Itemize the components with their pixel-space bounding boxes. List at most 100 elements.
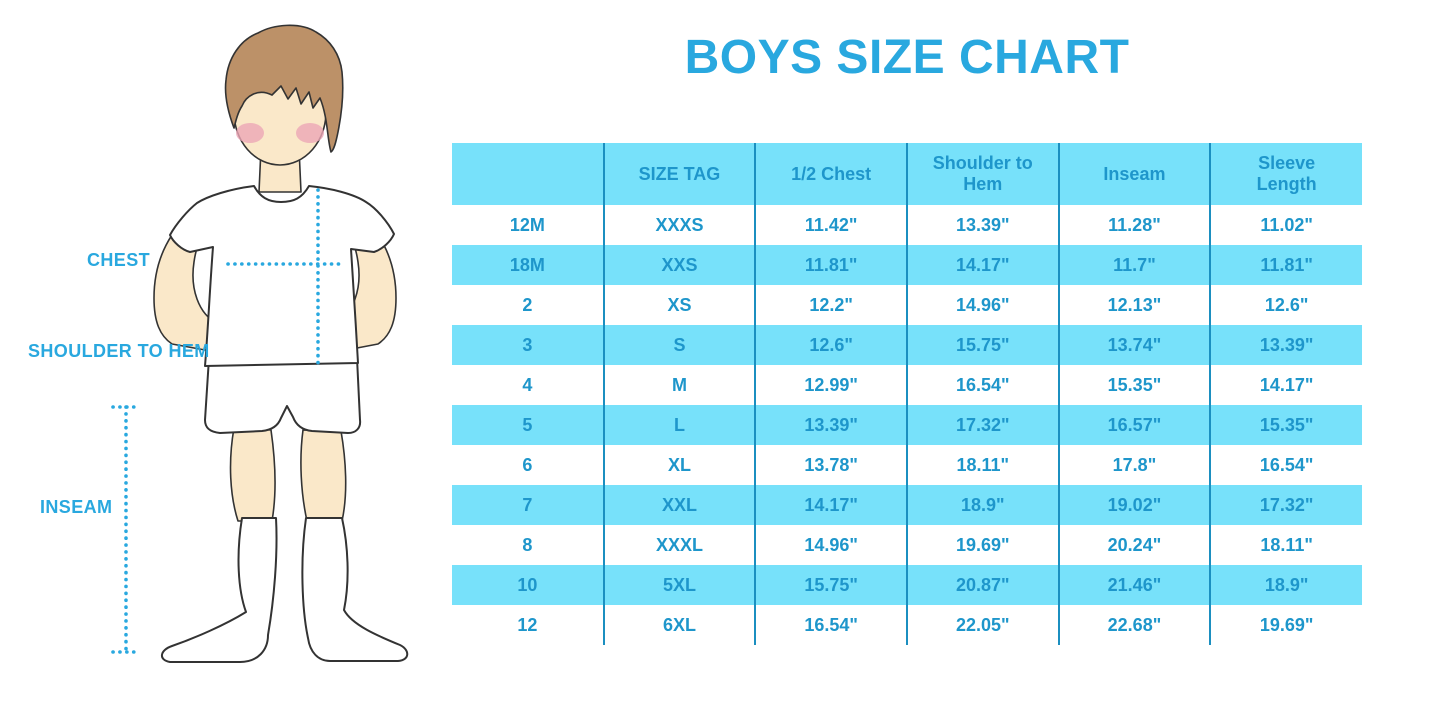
measurement-cell: 19.69" xyxy=(905,525,1059,565)
size-cell: 4 xyxy=(452,365,604,405)
measurement-cell: 21.46" xyxy=(1057,565,1211,605)
measurement-cell: 14.96" xyxy=(905,285,1059,325)
measurement-cell: 17.32" xyxy=(905,405,1059,445)
measurement-cell: XXXS xyxy=(602,205,756,245)
table-row: 8 XXXL 14.96" 19.69" 20.24" 18.11" xyxy=(452,525,1362,565)
size-table-body: 12M XXXS 11.42" 13.39" 11.28" 11.02" 18M XXS 11.… xyxy=(452,205,1362,645)
size-cell: 2 xyxy=(452,285,604,325)
measurement-cell: 14.17" xyxy=(1209,365,1362,405)
size-cell: 8 xyxy=(452,525,604,565)
measurement-cell: 13.39" xyxy=(754,405,907,445)
measurement-cell: 11.81" xyxy=(754,245,907,285)
measurement-cell: 13.78" xyxy=(754,445,907,485)
column-header: Shoulder to Hem xyxy=(905,143,1059,205)
measurement-cell: 20.87" xyxy=(905,565,1059,605)
measurement-cell: 11.42" xyxy=(754,205,907,245)
cheek-right xyxy=(296,123,324,143)
table-row: 12 6XL 16.54" 22.05" 22.68" 19.69" xyxy=(452,605,1362,645)
table-row: 7 XXL 14.17" 18.9" 19.02" 17.32" xyxy=(452,485,1362,525)
measurement-cell: XS xyxy=(602,285,756,325)
size-cell: 12 xyxy=(452,605,604,645)
sock-right xyxy=(301,517,409,662)
measurement-cell: 11.02" xyxy=(1209,205,1362,245)
measurement-cell: 18.9" xyxy=(905,485,1059,525)
measurement-cell: 22.05" xyxy=(905,605,1059,645)
page-title: BOYS SIZE CHART xyxy=(684,31,1130,84)
measurement-cell: XXS xyxy=(602,245,756,285)
cheek-left xyxy=(236,123,264,143)
measurement-cell: 11.7" xyxy=(1057,245,1211,285)
size-cell: 7 xyxy=(452,485,604,525)
leg-right xyxy=(300,429,347,522)
size-table-header-row: SIZE TAG 1/2 Chest Shoulder to Hem Inseam Sl… xyxy=(452,143,1362,205)
measurement-cell: 17.32" xyxy=(1209,485,1362,525)
measurement-cell: L xyxy=(602,405,756,445)
measurement-cell: 15.75" xyxy=(905,325,1059,365)
measurement-cell: 15.75" xyxy=(754,565,907,605)
measurement-cell: XXL xyxy=(602,485,756,525)
measurement-cell: 18.11" xyxy=(1209,525,1362,565)
measurement-cell: 20.24" xyxy=(1057,525,1211,565)
measurement-cell: 19.02" xyxy=(1057,485,1211,525)
table-row: 5 L 13.39" 17.32" 16.57" 15.35" xyxy=(452,405,1362,445)
table-row: 4 M 12.99" 16.54" 15.35" 14.17" xyxy=(452,365,1362,405)
size-table: SIZE TAG 1/2 Chest Shoulder to Hem Inseam Sl… xyxy=(452,143,1362,645)
column-header-empty xyxy=(452,143,604,205)
column-header: Sleeve Length xyxy=(1209,143,1362,205)
table-row: 10 5XL 15.75" 20.87" 21.46" 18.9" xyxy=(452,565,1362,605)
sock-left xyxy=(161,517,278,663)
measurement-cell: 5XL xyxy=(602,565,756,605)
measurement-cell: 14.17" xyxy=(905,245,1059,285)
shorts xyxy=(204,357,362,434)
boy-figure-svg xyxy=(111,24,409,663)
measurement-cell: M xyxy=(602,365,756,405)
table-row: 2 XS 12.2" 14.96" 12.13" 12.6" xyxy=(452,285,1362,325)
inseam-label: INSEAM xyxy=(40,497,113,517)
measurement-cell: 12.99" xyxy=(754,365,907,405)
measurement-cell: 17.8" xyxy=(1057,445,1211,485)
size-cell: 10 xyxy=(452,565,604,605)
measurement-cell: 18.9" xyxy=(1209,565,1362,605)
measurement-cell: 16.57" xyxy=(1057,405,1211,445)
measurement-cell: 6XL xyxy=(602,605,756,645)
measurement-cell: 12.6" xyxy=(754,325,907,365)
measurement-cell: 16.54" xyxy=(754,605,907,645)
table-row: 6 XL 13.78" 18.11" 17.8" 16.54" xyxy=(452,445,1362,485)
measurement-cell: 14.96" xyxy=(754,525,907,565)
measurement-cell: 13.39" xyxy=(1209,325,1362,365)
measurement-cell: 12.2" xyxy=(754,285,907,325)
column-header: Inseam xyxy=(1057,143,1211,205)
measurement-cell: 11.28" xyxy=(1057,205,1211,245)
column-header: 1/2 Chest xyxy=(754,143,907,205)
measurement-cell: 16.54" xyxy=(905,365,1059,405)
leg-left xyxy=(229,427,276,522)
size-cell: 18M xyxy=(452,245,604,285)
measurement-cell: 14.17" xyxy=(754,485,907,525)
size-cell: 3 xyxy=(452,325,604,365)
measurement-cell: 13.39" xyxy=(905,205,1059,245)
measurement-cell: 12.6" xyxy=(1209,285,1362,325)
table-row: 12M XXXS 11.42" 13.39" 11.28" 11.02" xyxy=(452,205,1362,245)
measurement-cell: 15.35" xyxy=(1057,365,1211,405)
size-cell: 12M xyxy=(452,205,604,245)
inseam-measure-line xyxy=(111,405,142,654)
hair xyxy=(224,24,344,153)
measurement-cell: 11.81" xyxy=(1209,245,1362,285)
measurement-cell: 19.69" xyxy=(1209,605,1362,645)
measurement-cell: XXXL xyxy=(602,525,756,565)
size-cell: 5 xyxy=(452,405,604,445)
measurement-cell: S xyxy=(602,325,756,365)
table-row: 3 S 12.6" 15.75" 13.74" 13.39" xyxy=(452,325,1362,365)
measurement-cell: 15.35" xyxy=(1209,405,1362,445)
shoulder-to-hem-label: SHOULDER TO HEM xyxy=(28,341,210,361)
tshirt xyxy=(169,185,395,367)
measurement-cell: 18.11" xyxy=(905,445,1059,485)
measurement-cell: XL xyxy=(602,445,756,485)
column-header: SIZE TAG xyxy=(602,143,756,205)
measurement-cell: 22.68" xyxy=(1057,605,1211,645)
measurement-cell: 16.54" xyxy=(1209,445,1362,485)
chest-label: CHEST xyxy=(87,250,151,270)
table-row: 18M XXS 11.81" 14.17" 11.7" 11.81" xyxy=(452,245,1362,285)
measurement-cell: 12.13" xyxy=(1057,285,1211,325)
